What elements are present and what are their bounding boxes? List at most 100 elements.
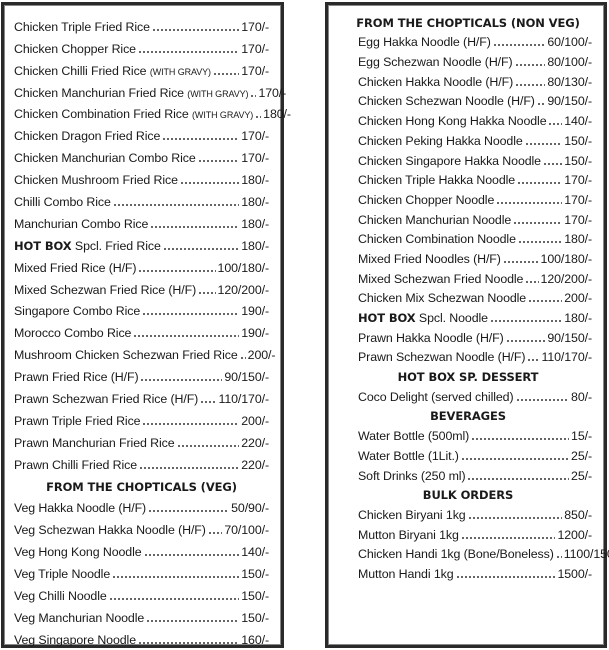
menu-item-price: 110/170/- bbox=[541, 350, 592, 365]
bulk-orders-section: Chicken Biryani 1kg 850/- Mutton Biryani 1… bbox=[358, 502, 609, 581]
menu-item-price: 200/- bbox=[247, 348, 276, 363]
menu-item-price: 15/- bbox=[571, 429, 592, 444]
item-label: Veg Manchurian Noodle bbox=[14, 610, 145, 625]
menu-item: Water Bottle (1Lit.) 25/- bbox=[358, 443, 592, 463]
dot-leader bbox=[146, 619, 240, 622]
dot-leader bbox=[112, 204, 240, 207]
menu-item-price: 70/100/- bbox=[224, 523, 269, 538]
menu-panel-left: Chicken Triple Fried Rice 170/- Chicken Ch… bbox=[1, 2, 291, 648]
menu-item-name: Veg Hakka Noodle (H/F) bbox=[14, 501, 146, 515]
menu-item: Chilli Combo Rice 180/- bbox=[14, 187, 269, 209]
menu-item: Coco Delight (served chilled) 80/- bbox=[358, 384, 592, 404]
menu-item: Chicken Chilli Fried Rice (WITH GRAVY) 17… bbox=[14, 56, 269, 78]
menu-item: Egg Hakka Noodle (H/F) 60/100/- bbox=[358, 30, 592, 49]
menu-item-name: Veg Singapore Noodle bbox=[14, 633, 136, 647]
menu-item-name: Chicken Biryani 1kg bbox=[358, 508, 466, 522]
menu-item: Chicken Chopper Noodle 170/- bbox=[358, 187, 592, 207]
menu-item-name: Mixed Fried Noodles (H/F) bbox=[358, 252, 501, 266]
menu-item-name: Veg Chilli Noodle bbox=[14, 589, 107, 603]
menu-item-name: Prawn Hakka Noodle (H/F) bbox=[358, 331, 504, 345]
menu-item-name: Water Bottle (1Lit.) bbox=[358, 449, 459, 463]
menu-item-price: 50/90/- bbox=[231, 501, 269, 516]
dot-leader bbox=[517, 241, 563, 244]
dot-leader bbox=[162, 138, 240, 141]
item-label: Chicken Triple Hakka Noodle bbox=[358, 173, 516, 188]
menu-item-price: 170/- bbox=[564, 212, 592, 227]
dot-leader bbox=[108, 598, 240, 601]
menu-item-name: Chicken Mushroom Fried Rice bbox=[14, 173, 178, 187]
item-label: Chicken Chilli Fried Rice bbox=[14, 63, 147, 78]
menu-item: Chicken Triple Fried Rice 170/- bbox=[14, 12, 269, 34]
dot-leader bbox=[496, 201, 563, 204]
menu-item-name: Chicken Peking Hakka Noodle bbox=[358, 134, 523, 148]
menu-item-price: 80/- bbox=[571, 389, 592, 404]
dot-leader bbox=[176, 444, 240, 447]
menu-item-name: Prawn Triple Fried Rice bbox=[14, 414, 141, 428]
menu-item-price: 170/- bbox=[564, 192, 592, 207]
section-heading-nonveg: FROM THE CHOPTICALS (NON VEG) bbox=[356, 15, 580, 30]
menu-item-price: 170/- bbox=[564, 173, 592, 188]
menu-item-name: Veg Hong Kong Noodle bbox=[14, 545, 142, 559]
menu-item: Chicken Hong Kong Hakka Noodle 140/- bbox=[358, 108, 592, 128]
menu-item-price: 1500/- bbox=[557, 566, 592, 581]
menu-item-name: Chicken Manchurian Combo Rice bbox=[14, 151, 196, 165]
menu-item: Chicken Triple Hakka Noodle 170/- bbox=[358, 168, 592, 188]
menu-item-name: Chicken Triple Fried Rice bbox=[14, 20, 150, 34]
menu-item: Chicken Biryani 1kg 850/- bbox=[358, 502, 592, 522]
veg-noodle-section: Veg Hakka Noodle (H/F) 50/90/- Veg Schezwa… bbox=[14, 494, 269, 647]
menu-item-price: 170/- bbox=[241, 63, 269, 78]
dot-leader bbox=[528, 300, 563, 303]
brand-prefix: HOT BOX bbox=[14, 238, 72, 253]
item-label: Veg Hong Kong Noodle bbox=[14, 545, 142, 560]
item-label: Chicken Dragon Fried Rice bbox=[14, 129, 161, 144]
dot-leader bbox=[525, 280, 539, 283]
menu-item-name: Coco Delight (served chilled) bbox=[358, 390, 514, 404]
menu-item-name: Soft Drinks (250 ml) bbox=[358, 468, 466, 483]
dot-leader bbox=[515, 83, 546, 86]
menu-item-name: Chicken Manchurian Fried Rice (WITH GRAV… bbox=[14, 86, 249, 100]
item-label: Chicken Chopper Noodle bbox=[358, 192, 495, 207]
menu-item-name: Chicken Hakka Noodle (H/F) bbox=[358, 75, 513, 89]
menu-item: Mixed Fried Noodles (H/F) 100/180/- bbox=[358, 246, 592, 266]
menu-item: Prawn Hakka Noodle (H/F) 90/150/- bbox=[358, 325, 592, 345]
item-label: Singapore Combo Rice bbox=[14, 304, 141, 319]
menu-item-price: 100/180/- bbox=[540, 251, 593, 266]
menu-item-name: Chilli Combo Rice bbox=[14, 195, 111, 209]
item-label: Chicken Mix Schezwan Noodle bbox=[358, 291, 527, 306]
dot-leader bbox=[527, 359, 540, 362]
item-label: Spcl. Noodle bbox=[418, 311, 488, 325]
item-label: Chicken Combination Noodle bbox=[358, 232, 516, 247]
dot-leader bbox=[112, 576, 240, 579]
dot-leader bbox=[197, 160, 240, 163]
item-label: Veg Singapore Noodle bbox=[14, 632, 137, 647]
menu-item: Chicken Combination Noodle 180/- bbox=[358, 227, 592, 246]
menu-item-name: Egg Schezwan Noodle (H/F) bbox=[358, 55, 513, 69]
dot-leader bbox=[212, 72, 240, 75]
item-label: Chicken Biryani 1kg bbox=[358, 507, 466, 522]
dot-leader bbox=[505, 339, 546, 342]
menu-item-price: 150/- bbox=[241, 610, 269, 625]
menu-item: Mushroom Chicken Schezwan Fried Rice 200/… bbox=[14, 340, 276, 362]
item-label: Prawn Chilli Fried Rice bbox=[14, 457, 138, 472]
item-label: Mutton Biryani 1kg bbox=[358, 527, 459, 542]
menu-item: Prawn Triple Fried Rice 200/- bbox=[14, 406, 269, 428]
menu-item-price: 80/100/- bbox=[547, 55, 592, 70]
menu-item-price: 25/- bbox=[571, 448, 592, 463]
menu-item: Morocco Combo Rice 190/- bbox=[14, 318, 269, 340]
item-label: Mixed Schezwan Fried Noodle bbox=[358, 271, 524, 286]
dot-leader bbox=[148, 510, 230, 513]
item-label: Morocco Combo Rice bbox=[14, 326, 132, 341]
menu-item: HOT BOX Spcl. Fried Rice 180/- bbox=[14, 231, 269, 253]
dot-leader bbox=[151, 28, 240, 31]
menu-item-price: 80/130/- bbox=[547, 74, 592, 89]
menu-item-name: Chicken Chopper Rice bbox=[14, 42, 136, 56]
menu-item: Chicken Manchurian Combo Rice 170/- bbox=[14, 143, 269, 165]
item-label: Chilli Combo Rice bbox=[14, 195, 111, 210]
dot-leader bbox=[162, 247, 240, 250]
menu-item-name: Chicken Combination Noodle bbox=[358, 232, 516, 246]
menu-item-price: 140/- bbox=[564, 114, 592, 129]
dot-leader bbox=[455, 575, 556, 578]
menu-item: Chicken Manchurian Fried Rice (WITH GRAV… bbox=[14, 78, 286, 100]
item-label: Prawn Hakka Noodle (H/F) bbox=[358, 330, 504, 345]
item-label: Soft Drinks (250 ml) bbox=[358, 468, 466, 483]
